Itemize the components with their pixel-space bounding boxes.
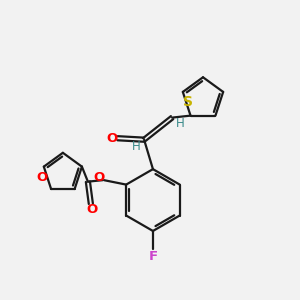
Text: H: H — [176, 117, 185, 130]
Text: F: F — [148, 250, 158, 262]
Text: O: O — [37, 171, 48, 184]
Text: O: O — [93, 171, 104, 184]
Text: S: S — [183, 95, 193, 109]
Text: O: O — [87, 202, 98, 215]
Text: O: O — [107, 132, 118, 145]
Text: H: H — [131, 140, 140, 153]
